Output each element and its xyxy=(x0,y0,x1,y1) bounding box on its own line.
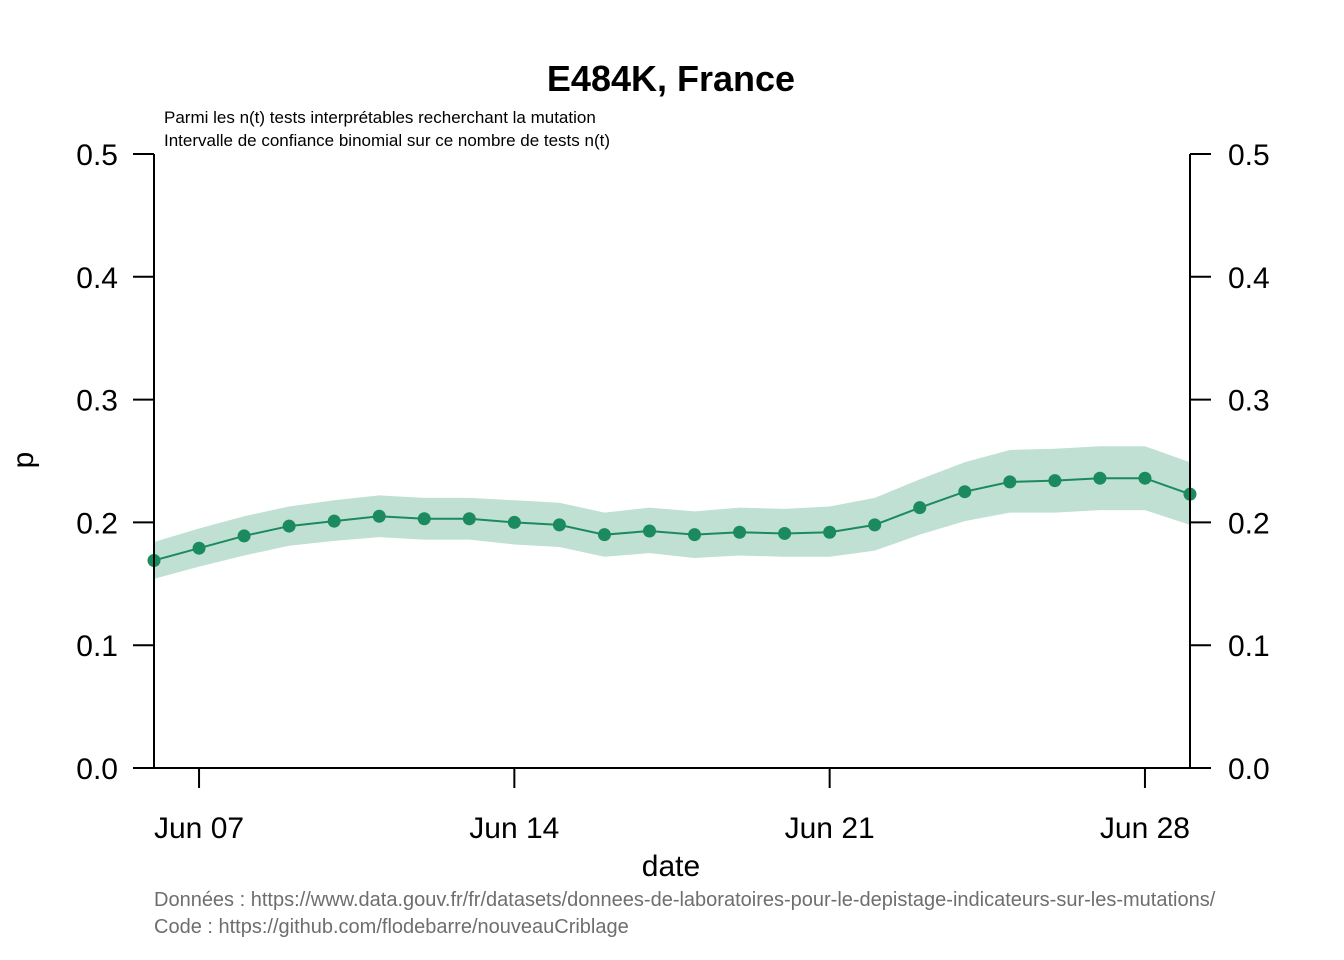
data-point xyxy=(1138,471,1152,485)
series-line xyxy=(153,477,1191,562)
x-axis: Jun 07 Jun 14 Jun 21 Jun 28 xyxy=(154,767,1190,845)
chart-title: E484K, France xyxy=(547,58,795,99)
x-tick-label: Jun 28 xyxy=(1100,812,1190,845)
y-axis-right: 0.0 0.1 0.2 0.3 0.4 0.5 xyxy=(1189,139,1270,786)
data-point xyxy=(507,515,521,529)
data-point xyxy=(192,541,206,555)
data-point xyxy=(958,485,972,499)
y-tick-label-left: 0.2 xyxy=(76,507,118,540)
x-tick-label: Jun 21 xyxy=(785,812,875,845)
y-tick-label-right: 0.1 xyxy=(1228,630,1270,663)
series-points-layer xyxy=(147,471,1197,567)
data-point xyxy=(327,514,341,528)
y-tick-label-left: 0.5 xyxy=(76,139,118,172)
y-axis-left: 0.0 0.1 0.2 0.3 0.4 0.5 xyxy=(76,139,155,786)
data-point xyxy=(642,524,656,538)
chart-subtitle-1: Parmi les n(t) tests interprétables rech… xyxy=(164,108,596,127)
data-point xyxy=(417,512,431,526)
x-tick-label: Jun 07 xyxy=(154,812,244,845)
source-data-line: Données : https://www.data.gouv.fr/fr/da… xyxy=(154,889,1216,911)
y-tick-label-left: 0.0 xyxy=(76,753,118,786)
source-code-line: Code : https://github.com/flodebarre/nou… xyxy=(154,916,629,938)
data-point xyxy=(1048,474,1062,488)
x-axis-title: date xyxy=(642,850,700,883)
series-line-layer xyxy=(153,477,1191,562)
data-point xyxy=(597,528,611,542)
y-tick-label-left: 0.1 xyxy=(76,630,118,663)
data-point xyxy=(913,501,927,515)
data-point xyxy=(688,528,702,542)
data-point xyxy=(868,518,882,532)
y-axis-title: p xyxy=(7,452,40,469)
data-point xyxy=(552,518,566,532)
y-tick-label-right: 0.2 xyxy=(1228,507,1270,540)
y-tick-label-right: 0.5 xyxy=(1228,139,1270,172)
chart-subtitle-2: Intervalle de confiance binomial sur ce … xyxy=(164,131,610,150)
data-point xyxy=(282,519,296,533)
y-tick-label-left: 0.3 xyxy=(76,385,118,418)
y-tick-label-left: 0.4 xyxy=(76,262,118,295)
y-tick-label-right: 0.0 xyxy=(1228,753,1270,786)
data-point xyxy=(462,512,476,526)
data-point xyxy=(1003,475,1017,489)
data-point xyxy=(237,529,251,543)
confidence-band xyxy=(154,446,1190,579)
data-point xyxy=(733,525,747,539)
y-tick-label-right: 0.4 xyxy=(1228,262,1270,295)
data-point xyxy=(823,525,837,539)
data-point xyxy=(1093,471,1107,485)
confidence-band-layer xyxy=(154,446,1190,579)
y-tick-label-right: 0.3 xyxy=(1228,385,1270,418)
x-tick-label: Jun 14 xyxy=(469,812,559,845)
data-point xyxy=(778,526,792,540)
data-point xyxy=(372,509,386,523)
